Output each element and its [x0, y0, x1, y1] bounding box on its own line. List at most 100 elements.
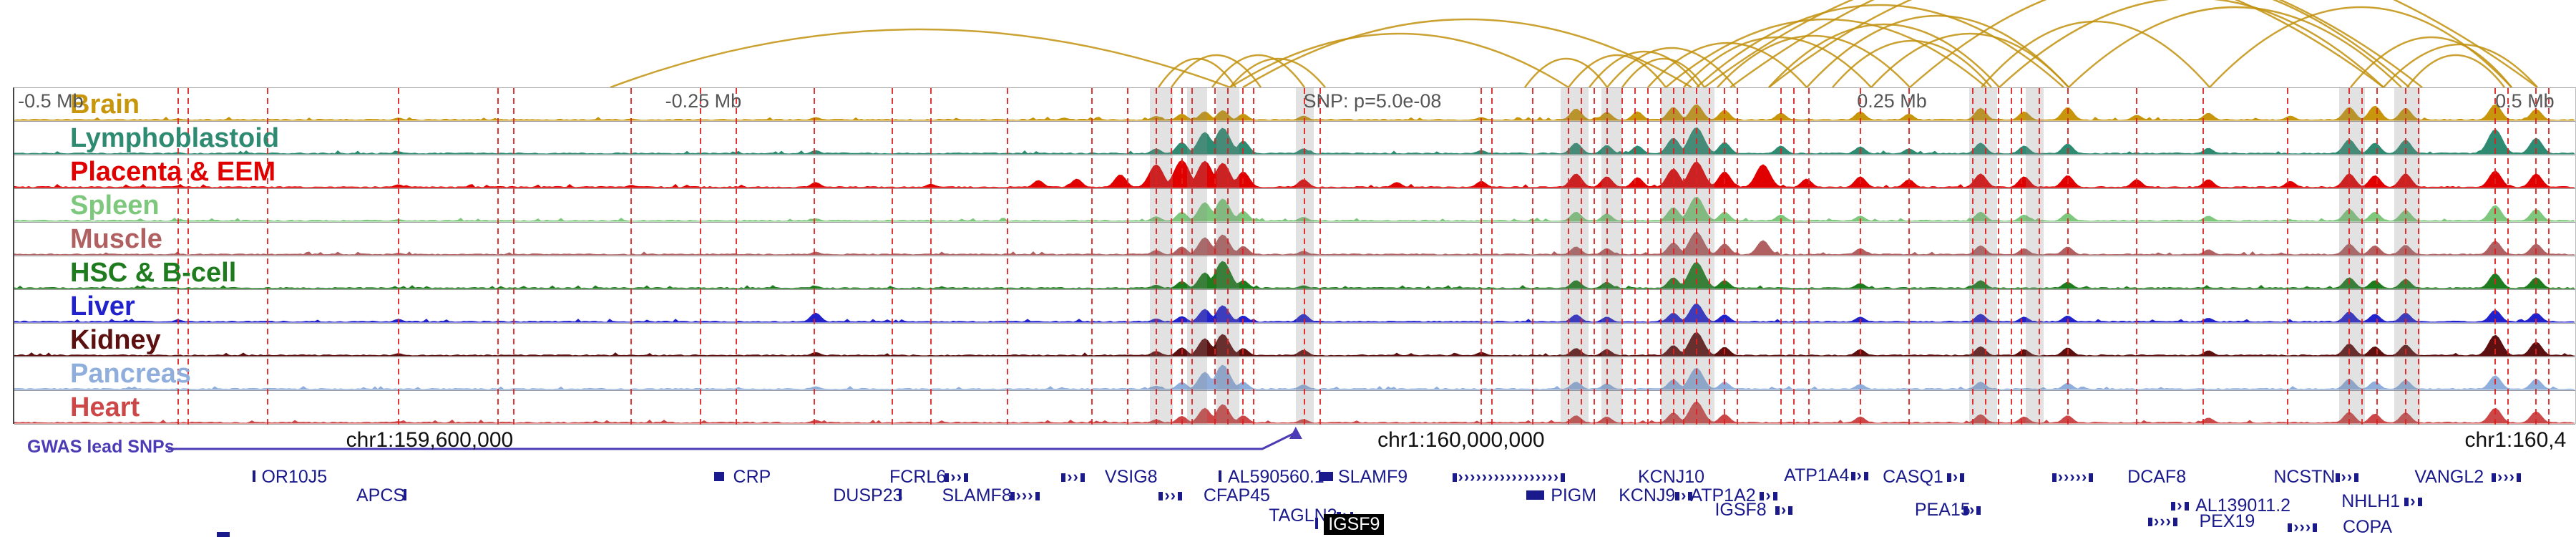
highlight-band [1968, 88, 1998, 425]
gene-label-dcaf8[interactable]: DCAF8 [2127, 467, 2187, 487]
gene-structure-vsig8[interactable]: ›› [1060, 472, 1101, 482]
gene-tick-dusp23[interactable] [898, 489, 902, 500]
gene-tick-al590560-1[interactable] [1219, 470, 1222, 482]
interaction-arc [1229, 32, 1569, 88]
gene-label-pea15[interactable]: PEA15 [1914, 500, 1971, 520]
gene-label-slamf9[interactable]: SLAMF9 [1337, 467, 1408, 487]
chr-coordinate-label: chr1:160,000,000 [1377, 428, 1545, 452]
gene-label-casq1[interactable]: CASQ1 [1883, 467, 1943, 487]
gene-exon-box-pigm[interactable] [1526, 490, 1545, 500]
mb-label-snp-p-5-0e-08: SNP: p=5.0e-08 [1303, 90, 1442, 112]
track-label-heart: Heart [70, 392, 140, 422]
gene-label-ncstn[interactable]: NCSTN [2273, 467, 2336, 487]
gene-structure-igsf8[interactable]: › [1774, 505, 1795, 515]
gene-label-crp[interactable]: CRP [733, 467, 771, 487]
signal-plot-brain [14, 104, 2575, 121]
interaction-arc [1229, 57, 1326, 88]
gene-exon-box-unnamed[interactable] [216, 532, 230, 537]
track-label-pancreas: Pancreas [70, 359, 192, 389]
gene-structure-ncstn[interactable]: ›› [2334, 472, 2370, 482]
highlight-band [1186, 88, 1208, 425]
interaction-arc [1909, 0, 2410, 88]
interaction-arc [1606, 47, 1736, 88]
interaction-arc [1568, 54, 1667, 88]
gene-structure-vangl2[interactable]: ››› [2490, 472, 2536, 482]
track-label-liver: Liver [70, 291, 135, 321]
highlight-band [1660, 88, 1714, 425]
track-row-kidney[interactable]: Kidney [14, 324, 2575, 357]
gene-label-nhlh1[interactable]: NHLH1 [2341, 491, 2401, 511]
interaction-arc [1768, 0, 2423, 88]
gene-label-cfap45[interactable]: CFAP45 [1203, 485, 1270, 505]
track-row-hsc-b-cell[interactable]: HSC & B-cell [14, 256, 2575, 290]
gene-label-or10j5[interactable]: OR10J5 [261, 467, 328, 487]
gene-structure-atp1a2[interactable]: › [1758, 490, 1781, 500]
gene-label-pex19[interactable]: PEX19 [2199, 511, 2255, 531]
gene-tick-igsf9[interactable] [1314, 518, 1318, 529]
track-label-spleen: Spleen [70, 190, 160, 221]
gene-label-atp1a2[interactable]: ATP1A2 [1690, 485, 1756, 505]
gene-structure-kcnj10[interactable]: ››››››››››››››››› [1451, 472, 1633, 482]
gene-label-pigm[interactable]: PIGM [1551, 485, 1597, 505]
gene-label-vangl2[interactable]: VANGL2 [2414, 467, 2484, 487]
track-row-spleen[interactable]: Spleen [14, 189, 2575, 223]
gene-structure-cfap45[interactable]: ›› [1157, 490, 1198, 500]
gene-structure-pex19[interactable]: ››› [2147, 516, 2192, 526]
gene-structure-copa[interactable]: ››› [2286, 522, 2335, 532]
track-row-placenta-eem[interactable]: Placenta & EEM [14, 155, 2575, 189]
gene-exon-box-slamf9[interactable] [1319, 472, 1333, 481]
track-row-lymphoblastoid[interactable]: Lymphoblastoid [14, 122, 2575, 155]
track-row-pancreas[interactable]: Pancreas [14, 357, 2575, 391]
interaction-arc [1999, 0, 2384, 88]
gene-structure-casq1[interactable]: › [1946, 472, 1976, 482]
gene-structure-dcaf8[interactable]: ››››› [2051, 472, 2122, 482]
gene-tick-apcs[interactable] [404, 489, 407, 500]
gene-label-apcs[interactable]: APCS [356, 485, 406, 505]
gene-label-copa[interactable]: COPA [2343, 517, 2393, 537]
gene-exon-box-crp[interactable] [713, 472, 724, 481]
gene-structure-fcrl6[interactable]: ›› [943, 472, 982, 482]
track-row-liver[interactable]: Liver [14, 290, 2575, 324]
gene-structure-atp1a4[interactable]: › [1850, 470, 1883, 480]
gene-label-igsf8[interactable]: IGSF8 [1714, 500, 1767, 520]
track-label-placenta-eem: Placenta & EEM [70, 157, 276, 187]
track-label-hsc-b-cell: HSC & B-cell [70, 258, 237, 288]
track-label-lymphoblastoid: Lymphoblastoid [70, 123, 280, 153]
signal-plot-pancreas [14, 364, 2575, 390]
gene-structure-al139011-2[interactable]: › [2170, 500, 2192, 511]
gene-label-al590560-1[interactable]: AL590560.1 [1227, 467, 1324, 487]
interaction-arc [1704, 0, 2384, 88]
signal-plot-placenta-eem [14, 160, 2575, 188]
gene-label-kcnj10[interactable]: KCNJ10 [1637, 467, 1705, 487]
interaction-arc [1157, 57, 1237, 88]
gene-structure-kcnj9[interactable]: › [1674, 490, 1699, 500]
gene-label-al139011-2[interactable]: AL139011.2 [2195, 495, 2291, 516]
gene-label-slamf8[interactable]: SLAMF8 [942, 485, 1012, 505]
gene-label-igsf9[interactable]: IGSF9 [1324, 514, 1385, 535]
gene-structure-slamf8[interactable]: ››› [1009, 490, 1058, 500]
interaction-arc [1981, 20, 2210, 88]
track-row-muscle[interactable]: Muscle [14, 223, 2575, 256]
gene-tick-or10j5[interactable] [252, 470, 255, 482]
track-row-heart[interactable]: Heart [14, 391, 2575, 425]
gene-label-kcnj9[interactable]: KCNJ9 [1619, 485, 1676, 505]
interaction-arc [1523, 57, 1609, 88]
track-row-brain[interactable]: Brain [14, 88, 2575, 122]
gene-label-vsig8[interactable]: VSIG8 [1104, 467, 1158, 487]
gene-structure-pea15[interactable]: › [1962, 505, 1983, 515]
interaction-arc [1170, 54, 1262, 88]
interaction-arcs-layer [610, 0, 2538, 88]
interaction-arc [2350, 36, 2512, 88]
gene-label-atp1a4[interactable]: ATP1A4 [1784, 465, 1850, 485]
mb-label-0-25-mb: 0.25 Mb [1857, 90, 1927, 112]
highlight-band [1149, 88, 1174, 425]
gene-structure-nhlh1[interactable]: › [2403, 496, 2424, 506]
highlight-band [2338, 88, 2365, 425]
signal-plot-hsc-b-cell [14, 261, 2575, 289]
track-area[interactable]: Brain Lymphoblastoid Placenta & EEM Spleen M… [13, 87, 2576, 425]
gene-label-dusp23[interactable]: DUSP23 [833, 485, 903, 505]
interaction-arc [1696, 4, 2064, 88]
interaction-arc [1870, 32, 2069, 88]
gene-label-fcrl6[interactable]: FCRL6 [889, 467, 947, 487]
